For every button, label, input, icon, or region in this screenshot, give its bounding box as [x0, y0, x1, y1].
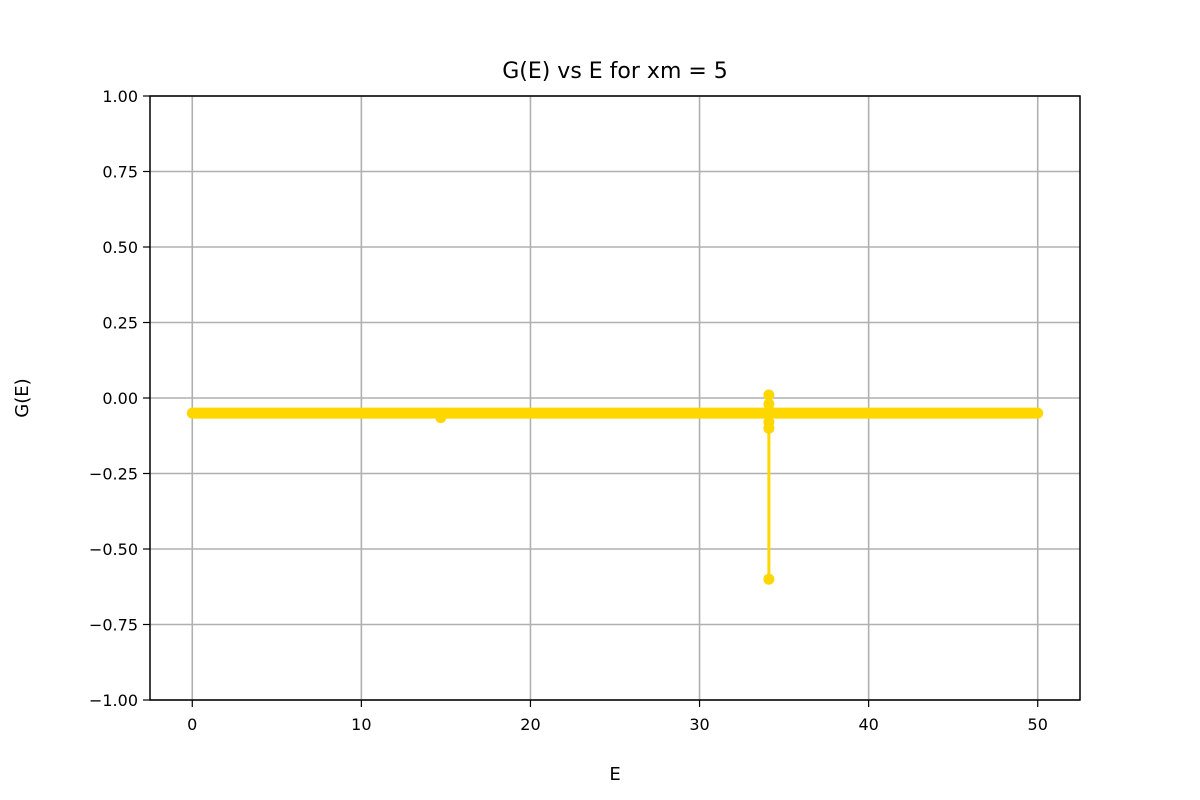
x-tick-label: 20	[520, 715, 540, 734]
data-point	[763, 422, 775, 434]
y-tick-label: 0.25	[102, 314, 138, 333]
x-tick-label: 50	[1028, 715, 1048, 734]
y-tick-label: 1.00	[102, 87, 138, 106]
axis-ticks: 0 10 20 30 40 50 1.00 0.75 0.50 0.25 0.00 −0.25 −0.5…	[89, 87, 1048, 734]
data-point	[763, 407, 775, 419]
x-tick-label: 30	[689, 715, 709, 734]
chart-title: G(E) vs E for xm = 5	[502, 59, 728, 84]
data-series	[186, 389, 1044, 585]
y-axis-label: G(E)	[12, 378, 33, 417]
y-tick-label: 0.50	[102, 238, 138, 257]
x-tick-label: 10	[351, 715, 371, 734]
y-tick-label: −1.00	[89, 691, 138, 710]
y-tick-label: 0.00	[102, 389, 138, 408]
data-point	[763, 389, 775, 401]
x-axis-label: E	[609, 764, 620, 785]
data-point	[763, 573, 775, 585]
data-point	[435, 412, 447, 424]
grid	[150, 95, 1080, 701]
x-tick-label: 0	[187, 715, 197, 734]
y-tick-label: 0.75	[102, 163, 138, 182]
y-tick-label: −0.25	[89, 465, 138, 484]
y-tick-label: −0.50	[89, 540, 138, 559]
x-tick-label: 40	[858, 715, 878, 734]
y-tick-label: −0.75	[89, 616, 138, 635]
